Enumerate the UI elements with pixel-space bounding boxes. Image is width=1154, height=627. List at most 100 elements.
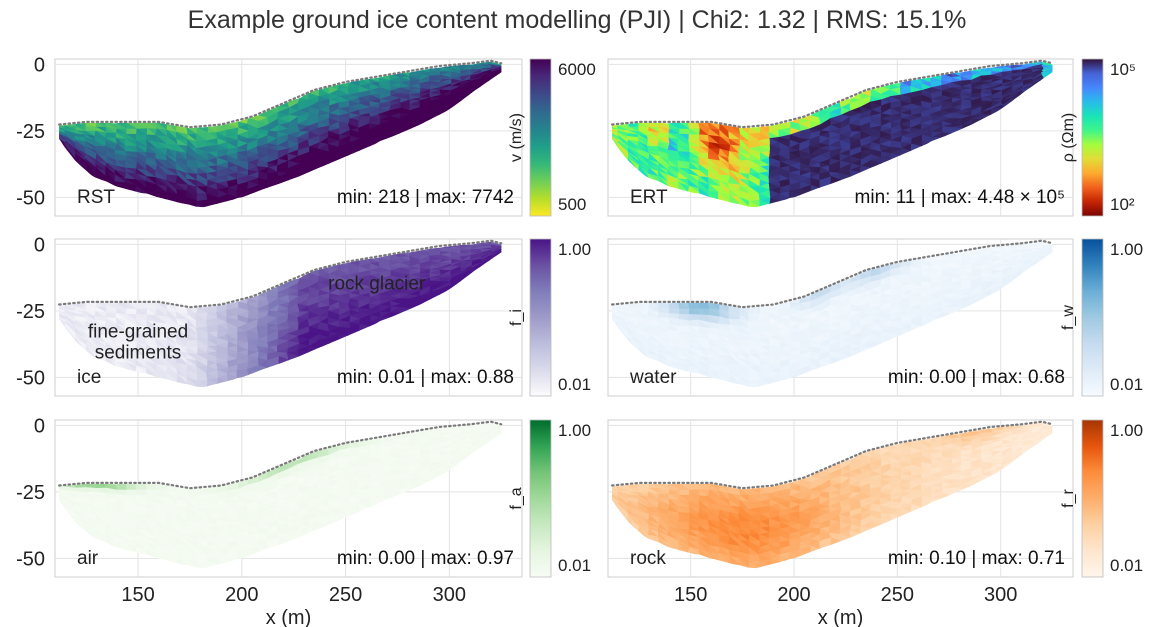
panel-label: ice — [77, 367, 101, 388]
mesh-cell — [859, 345, 872, 353]
mesh-cell — [105, 175, 116, 187]
annotation-line: fine-grained — [88, 321, 188, 342]
annotation-line: sediments — [95, 342, 182, 363]
panel-water: water min: 0.00 | max: 0.681.000.01f_w — [607, 238, 1143, 397]
mesh-cell — [849, 349, 861, 357]
panel-label: RST — [77, 187, 115, 208]
panel-stats: min: 0.01 | max: 0.88 — [337, 367, 514, 388]
mesh-cell — [94, 173, 107, 182]
surface-topography-line — [58, 239, 503, 309]
colorbar-top-tick: 1.00 — [1110, 240, 1143, 259]
mesh-cell — [297, 169, 310, 177]
mesh-cell — [278, 176, 290, 185]
mesh-cell — [687, 185, 701, 194]
mesh-cell — [647, 173, 660, 182]
mesh-cell — [687, 365, 701, 374]
annotation-text: fine-grained sediments — [88, 321, 188, 363]
mesh-cell — [617, 145, 629, 161]
mesh-cell — [134, 365, 148, 374]
annotation-text: rock glacier — [328, 274, 426, 295]
mesh-cell — [185, 196, 197, 207]
colorbar-top-tick: 6000 — [558, 60, 596, 79]
mesh-cell — [451, 100, 461, 109]
mesh-cell — [146, 187, 157, 197]
y-tick-label: -25 — [16, 301, 45, 323]
panel-rst: 0 -25 -50 RST min: 218 | max: 7742 6000 500 v (… — [16, 54, 596, 217]
colorbar — [1081, 58, 1104, 217]
mesh-cell — [839, 172, 852, 181]
y-tick-label: -50 — [16, 367, 45, 389]
mesh-cell — [410, 123, 421, 129]
mesh-cell — [647, 353, 660, 362]
mesh-cell — [114, 181, 126, 189]
mesh-cell — [176, 374, 189, 385]
annotation-line: rock glacier — [328, 274, 426, 295]
colorbar-label: ρ (Ωm) — [1060, 113, 1077, 163]
panel-label: water — [629, 367, 677, 388]
mesh-cell — [105, 355, 116, 367]
mesh-cell — [830, 356, 842, 365]
y-tick-label: -25 — [16, 121, 45, 143]
mesh-cell — [379, 137, 390, 142]
colorbar-label: v (m/s) — [508, 113, 525, 162]
mesh-cell — [698, 367, 710, 377]
mesh-cell — [638, 344, 649, 359]
mesh-cell — [859, 165, 872, 173]
colorbar-bottom-tick: 0.01 — [558, 375, 591, 394]
mesh-cell — [738, 376, 750, 387]
mesh-ert — [612, 61, 1053, 208]
figure-title: Example ground ice content modelling (PJ… — [187, 6, 967, 34]
mesh-cell — [287, 172, 301, 181]
panel-stats: min: 11 | max: 4.48 × 10⁵ — [855, 187, 1065, 208]
colorbar-top-tick: 10⁵ — [1110, 60, 1136, 79]
panel-stats: min: 218 | max: 7742 — [337, 187, 514, 208]
mesh-cell — [729, 374, 741, 385]
surface-topography-line — [611, 59, 1054, 129]
mesh-cell — [849, 169, 861, 177]
mesh-cell — [830, 176, 842, 185]
colorbar-bottom-tick: 500 — [558, 195, 586, 214]
mesh-cell — [658, 355, 669, 367]
panel-ert: ERT min: 11 | max: 4.48 × 10⁵ 10⁵ 10² ρ (Ωm) — [607, 58, 1136, 217]
y-tick-label: 0 — [34, 54, 45, 76]
mesh-cell — [667, 361, 679, 369]
mesh-cell — [307, 165, 320, 173]
mesh-cell — [738, 196, 750, 207]
mesh-cell — [451, 280, 461, 289]
mesh-cell — [287, 352, 301, 361]
y-tick-label: 0 — [34, 234, 45, 256]
mesh-cell — [278, 356, 290, 365]
mesh-cell — [114, 361, 126, 369]
mesh-cell — [176, 194, 189, 205]
mesh-cell — [962, 303, 973, 309]
mesh-cell — [146, 367, 157, 377]
mesh-cell — [839, 352, 852, 361]
panel-label: ERT — [630, 187, 668, 208]
mesh-cell — [698, 187, 710, 197]
panel-ice: 0 -25 -50 ice min: 0.01 | max: 0.88 fine-grai… — [16, 234, 591, 397]
mesh-cell — [185, 376, 197, 387]
mesh-cell — [667, 181, 679, 189]
colorbar-top-tick: 1.00 — [558, 240, 591, 259]
mesh-cell — [658, 175, 669, 187]
colorbar — [1081, 238, 1104, 397]
mesh-cell — [85, 164, 97, 179]
mesh-cell — [748, 380, 760, 388]
colorbar-bottom-tick: 0.01 — [1110, 375, 1143, 394]
mesh-cell — [196, 380, 208, 388]
mesh-cell — [64, 325, 76, 341]
mesh-cell — [617, 325, 629, 341]
mesh-cell — [638, 164, 649, 179]
colorbar-bottom-tick: 10² — [1110, 195, 1135, 214]
mesh-cell — [410, 303, 421, 309]
mesh-cell — [930, 317, 942, 322]
y-tick-label: -50 — [16, 187, 45, 209]
mesh-cell — [196, 200, 208, 208]
mesh-cell — [729, 194, 741, 205]
colorbar-label: f_i — [508, 309, 525, 326]
mesh-cell — [962, 123, 973, 129]
mesh-cell — [85, 344, 97, 359]
